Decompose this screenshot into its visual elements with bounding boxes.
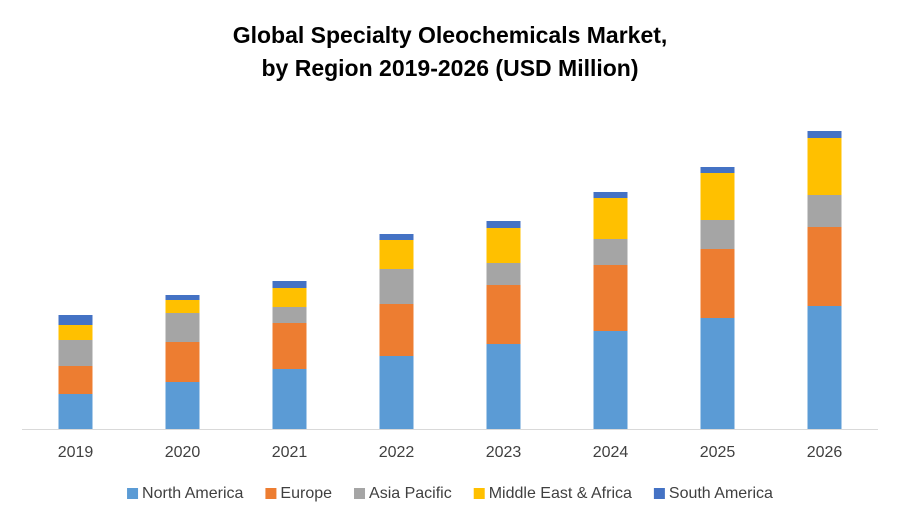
bar-segment xyxy=(700,318,735,429)
x-tick-label: 2025 xyxy=(700,444,736,461)
bar-segment xyxy=(165,382,200,429)
bar-segment xyxy=(379,234,414,240)
bar-segment xyxy=(807,195,842,227)
bar-segment xyxy=(272,323,307,369)
bar-segment xyxy=(379,304,414,356)
bar-segment xyxy=(165,300,200,313)
bar-segment xyxy=(58,394,93,429)
bar-segment xyxy=(593,239,628,265)
bar-segment xyxy=(58,340,93,366)
x-tick-label: 2023 xyxy=(486,444,522,461)
bar-segment xyxy=(58,366,93,394)
legend-label: Asia Pacific xyxy=(369,485,452,502)
bar-segment xyxy=(486,285,521,344)
bar-segment xyxy=(807,138,842,195)
x-tick-label: 2020 xyxy=(165,444,201,461)
legend-label: South America xyxy=(669,485,773,502)
bar-segment xyxy=(700,220,735,249)
bar-segment xyxy=(807,131,842,138)
x-tick-label: 2022 xyxy=(379,444,415,461)
bar-segment xyxy=(593,265,628,331)
bar-segment xyxy=(593,198,628,239)
bar-segment xyxy=(165,295,200,300)
legend-swatch xyxy=(473,488,485,499)
legend-swatch xyxy=(127,488,139,499)
bar-segment xyxy=(486,263,521,285)
legend-label: Europe xyxy=(280,485,332,502)
bar-segment xyxy=(700,173,735,220)
bar-segment xyxy=(486,344,521,429)
bar-segment xyxy=(593,192,628,198)
chart-title: by Region 2019-2026 (USD Million) xyxy=(261,55,638,81)
legend-swatch xyxy=(653,488,665,499)
bar-segment xyxy=(807,227,842,306)
bar-segment xyxy=(58,325,93,340)
bar-segment xyxy=(272,281,307,288)
bar-segment xyxy=(486,221,521,228)
bar-segment xyxy=(700,249,735,318)
bar-segment xyxy=(486,228,521,263)
bar-segment xyxy=(700,167,735,173)
x-tick-label: 2019 xyxy=(58,444,94,461)
bar-segment xyxy=(272,369,307,429)
bar-segment xyxy=(379,356,414,429)
legend-label: North America xyxy=(142,485,243,502)
legend-swatch xyxy=(354,488,366,499)
x-tick-label: 2026 xyxy=(807,444,843,461)
x-tick-label: 2021 xyxy=(272,444,308,461)
bar-segment xyxy=(593,331,628,429)
chart-title: Global Specialty Oleochemicals Market, xyxy=(233,22,668,48)
bar-segment xyxy=(272,288,307,307)
bar-segment xyxy=(807,306,842,429)
bar-segment xyxy=(165,313,200,342)
bar-segment xyxy=(379,269,414,304)
bar-segment xyxy=(165,342,200,382)
legend-label: Middle East & Africa xyxy=(489,485,632,502)
legend-swatch xyxy=(265,488,277,499)
bar-segment xyxy=(379,240,414,269)
bar-segment xyxy=(58,315,93,325)
bar-segment xyxy=(272,307,307,323)
x-tick-label: 2024 xyxy=(593,444,629,461)
